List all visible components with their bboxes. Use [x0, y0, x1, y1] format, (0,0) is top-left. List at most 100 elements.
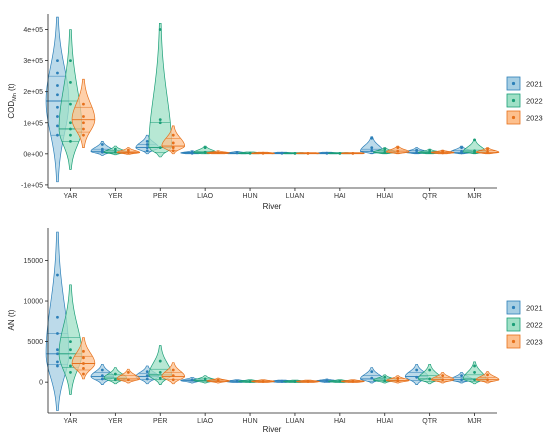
- an-data-point-2021: [56, 332, 59, 335]
- cod-data-point-2022: [69, 133, 72, 137]
- cod-data-point-2021: [56, 71, 59, 75]
- cod-legend-dot-2021: [511, 81, 516, 86]
- an-x-tick-label: YER: [108, 418, 122, 425]
- an-data-point-2021: [56, 352, 59, 356]
- an-legend-dot-2021: [511, 305, 516, 310]
- an-data-point-2022: [383, 379, 387, 382]
- cod-data-point-2021: [100, 150, 104, 154]
- an-data-point-2023: [441, 374, 445, 378]
- an-legend: 2021 2022 2023: [506, 300, 543, 349]
- cod-data-point-2023: [351, 151, 355, 155]
- cod-data-point-2021: [145, 139, 149, 143]
- an-data-point-2021: [100, 374, 104, 378]
- an-x-tick-label: MJR: [467, 418, 481, 425]
- an-x-tick-label: YAR: [64, 418, 78, 425]
- an-data-point-2021: [415, 368, 419, 372]
- cod-data-point-2021: [325, 151, 329, 155]
- an-data-point-2023: [82, 362, 85, 365]
- cod-data-point-2022: [69, 121, 72, 125]
- cod-data-point-2021: [460, 151, 463, 155]
- cod-data-point-2021: [145, 143, 149, 146]
- an-data-point-2021: [190, 378, 194, 382]
- cod-data-point-2022: [113, 147, 117, 151]
- cod-y-tick-label: 3e+05: [23, 58, 43, 65]
- an-legend-dot-2023: [511, 339, 516, 344]
- an-data-point-2023: [396, 379, 400, 382]
- cod-data-point-2022: [338, 151, 342, 155]
- an-data-point-2022: [69, 348, 72, 352]
- cod-violin-2023-yar: [71, 78, 96, 148]
- an-data-point-2022: [69, 356, 72, 360]
- an-data-point-2023: [486, 373, 489, 377]
- an-legend-dot-2022: [511, 322, 516, 327]
- cod-x-tick-label: HUN: [242, 193, 257, 200]
- an-data-point-2021: [56, 364, 59, 368]
- cod-y-tick-label: 2e+05: [23, 89, 43, 96]
- cod-data-point-2021: [370, 149, 374, 153]
- cod-x-tick-label: PER: [153, 193, 167, 200]
- cod-data-point-2022: [69, 80, 72, 84]
- cod-data-point-2022: [69, 127, 72, 131]
- an-violin-2023-per: [161, 362, 186, 385]
- cod-data-point-2021: [235, 151, 239, 155]
- an-data-point-2022: [158, 371, 162, 374]
- an-data-point-2022: [338, 379, 342, 383]
- an-data-point-2023: [306, 379, 310, 383]
- cod-data-point-2023: [82, 133, 85, 137]
- cod-data-point-2022: [158, 121, 162, 125]
- cod-data-point-2022: [158, 146, 162, 150]
- cod-data-point-2023: [171, 141, 175, 145]
- an-data-point-2022: [473, 371, 476, 374]
- an-data-point-2023: [486, 378, 489, 382]
- cod-y-tick-label: -1e+05: [21, 182, 43, 189]
- an-data-point-2023: [171, 378, 175, 382]
- an-data-point-2021: [56, 315, 59, 319]
- cod-data-point-2021: [56, 105, 59, 109]
- an-plot-area: [45, 231, 500, 411]
- cod-data-point-2021: [56, 93, 59, 97]
- an-data-point-2023: [82, 356, 85, 360]
- cod-legend-label-2022: 2022: [526, 97, 543, 106]
- an-data-point-2023: [441, 378, 445, 382]
- an-panel: 0 5000 10000 15000 YAR YER PER LIAO HUN LUAN HAI H…: [7, 228, 543, 434]
- an-data-point-2021: [370, 370, 374, 374]
- cod-data-point-2023: [82, 127, 85, 131]
- an-y-tick-label: 10000: [24, 299, 44, 306]
- cod-y-axis-title-unit: (t): [7, 83, 16, 93]
- an-data-point-2021: [145, 374, 149, 378]
- cod-data-point-2021: [460, 146, 463, 150]
- cod-data-point-2023: [82, 115, 85, 118]
- cod-data-point-2022: [428, 151, 432, 154]
- cod-violin-2021-huai: [359, 136, 384, 155]
- cod-data-point-2023: [216, 151, 220, 154]
- cod-x-tick-label: QTR: [422, 193, 437, 200]
- cod-x-tick-label: HAI: [334, 193, 346, 200]
- an-data-point-2022: [69, 371, 72, 374]
- cod-legend-label-2023: 2023: [526, 114, 543, 123]
- cod-data-point-2021: [56, 133, 59, 137]
- cod-data-point-2021: [56, 124, 59, 128]
- cod-data-point-2021: [190, 151, 194, 155]
- cod-data-point-2022: [473, 151, 476, 154]
- cod-plot-area: [45, 16, 500, 183]
- an-y-axis-title-main: AN: [7, 319, 16, 330]
- an-data-point-2023: [126, 378, 130, 382]
- an-y-tick-label: 15000: [24, 258, 44, 265]
- cod-data-point-2022: [158, 118, 162, 122]
- an-data-point-2022: [473, 378, 476, 382]
- an-data-point-2021: [460, 378, 463, 382]
- an-legend-label-2022: 2022: [526, 321, 543, 330]
- an-data-point-2022: [203, 377, 207, 381]
- an-data-point-2022: [383, 375, 387, 379]
- cod-legend-dot-2023: [511, 115, 516, 120]
- an-y-axis-title: AN (t): [7, 309, 16, 330]
- cod-data-point-2023: [486, 150, 489, 154]
- cod-data-point-2021: [56, 84, 59, 87]
- an-data-point-2022: [473, 364, 476, 368]
- an-x-tick-label: LUAN: [286, 418, 305, 425]
- an-y-tick-label: 5000: [27, 339, 43, 346]
- cod-x-tick-label: YAR: [64, 193, 78, 200]
- cod-data-point-2022: [203, 150, 207, 154]
- cod-x-tick-label: HUAI: [376, 193, 393, 200]
- an-data-point-2021: [370, 376, 374, 380]
